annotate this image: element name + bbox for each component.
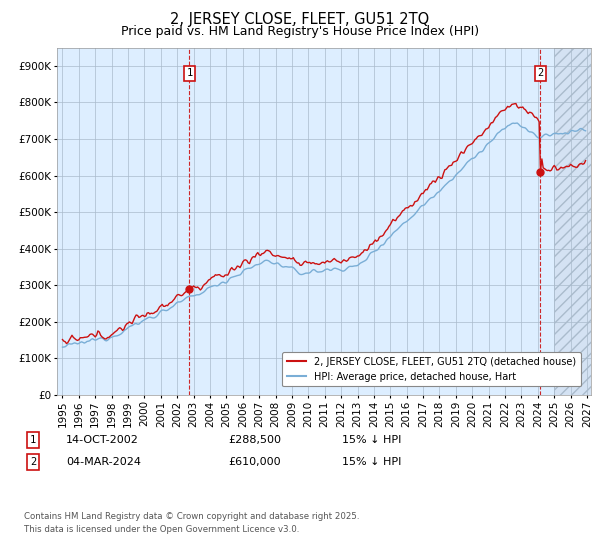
Text: Contains HM Land Registry data © Crown copyright and database right 2025.
This d: Contains HM Land Registry data © Crown c… <box>24 512 359 534</box>
Text: 1: 1 <box>187 68 193 78</box>
Text: 2: 2 <box>538 68 544 78</box>
Text: 1: 1 <box>30 435 36 445</box>
Bar <box>554 48 594 395</box>
Text: 15% ↓ HPI: 15% ↓ HPI <box>342 457 401 467</box>
Text: £610,000: £610,000 <box>228 457 281 467</box>
Text: 2, JERSEY CLOSE, FLEET, GU51 2TQ: 2, JERSEY CLOSE, FLEET, GU51 2TQ <box>170 12 430 27</box>
Bar <box>554 48 594 395</box>
Legend: 2, JERSEY CLOSE, FLEET, GU51 2TQ (detached house), HPI: Average price, detached : 2, JERSEY CLOSE, FLEET, GU51 2TQ (detach… <box>282 352 581 386</box>
Text: 2: 2 <box>30 457 36 467</box>
Text: 15% ↓ HPI: 15% ↓ HPI <box>342 435 401 445</box>
Text: 14-OCT-2002: 14-OCT-2002 <box>66 435 139 445</box>
Text: 04-MAR-2024: 04-MAR-2024 <box>66 457 141 467</box>
Text: £288,500: £288,500 <box>228 435 281 445</box>
Text: Price paid vs. HM Land Registry's House Price Index (HPI): Price paid vs. HM Land Registry's House … <box>121 25 479 38</box>
